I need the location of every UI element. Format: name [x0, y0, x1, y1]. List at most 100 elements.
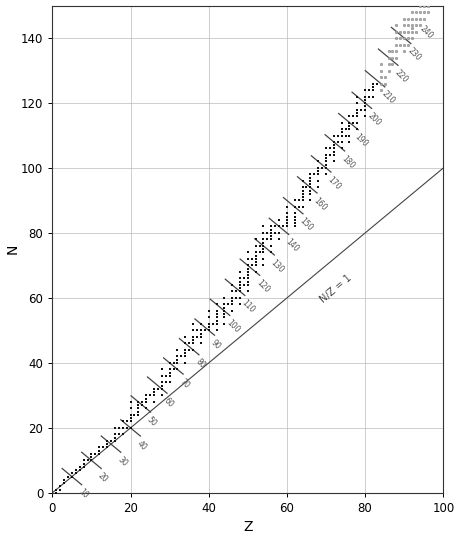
Point — [330, 147, 337, 156]
Point — [325, 144, 333, 153]
Point — [403, 14, 411, 23]
Point — [123, 417, 130, 426]
Point — [205, 313, 212, 322]
Point — [228, 297, 235, 306]
Point — [392, 33, 399, 42]
Text: 20: 20 — [96, 471, 109, 484]
Point — [252, 258, 259, 267]
Point — [127, 410, 134, 419]
Point — [99, 443, 106, 451]
Point — [369, 92, 376, 101]
Point — [236, 268, 243, 276]
Point — [271, 228, 278, 237]
Point — [88, 456, 95, 465]
Text: 150: 150 — [297, 217, 314, 233]
Point — [361, 99, 368, 107]
Point — [60, 479, 67, 488]
Point — [411, 21, 419, 29]
Point — [364, 86, 372, 94]
Point — [127, 414, 134, 422]
Text: 70: 70 — [178, 377, 191, 390]
Point — [318, 164, 325, 172]
Point — [291, 212, 298, 221]
Point — [291, 215, 298, 224]
Point — [259, 228, 267, 237]
Point — [68, 469, 75, 478]
Point — [213, 300, 220, 309]
Point — [166, 378, 173, 387]
Point — [158, 384, 165, 393]
Point — [119, 430, 126, 438]
Point — [259, 255, 267, 264]
Point — [232, 287, 239, 296]
Point — [345, 118, 353, 127]
Point — [259, 245, 267, 253]
Point — [419, 8, 426, 16]
Point — [353, 109, 360, 117]
Point — [306, 180, 313, 188]
Point — [415, 8, 423, 16]
Point — [341, 125, 348, 133]
Point — [150, 391, 157, 400]
Point — [330, 144, 337, 153]
Point — [72, 466, 79, 475]
Point — [244, 287, 251, 296]
Point — [220, 303, 228, 312]
Point — [197, 326, 204, 335]
Text: 80: 80 — [193, 357, 207, 370]
Point — [154, 384, 161, 393]
Point — [423, 1, 431, 10]
Point — [236, 287, 243, 296]
Point — [353, 112, 360, 120]
Point — [189, 326, 196, 335]
Point — [275, 235, 282, 244]
Point — [419, 1, 426, 10]
Point — [134, 404, 142, 413]
Point — [298, 177, 306, 185]
Point — [181, 333, 189, 341]
Point — [322, 157, 329, 166]
Point — [185, 346, 192, 354]
Point — [259, 241, 267, 250]
Point — [423, 0, 431, 3]
Point — [384, 53, 392, 62]
Point — [181, 352, 189, 361]
Point — [60, 476, 67, 484]
Point — [314, 183, 321, 192]
Point — [255, 241, 263, 250]
Point — [252, 252, 259, 260]
X-axis label: Z: Z — [242, 521, 252, 535]
Point — [408, 24, 415, 32]
Point — [197, 320, 204, 328]
Text: 10: 10 — [76, 487, 90, 501]
Point — [177, 352, 185, 361]
Point — [298, 186, 306, 195]
Point — [134, 401, 142, 409]
Point — [267, 232, 274, 240]
Point — [294, 202, 302, 211]
Point — [364, 92, 372, 101]
Point — [403, 33, 411, 42]
Point — [134, 407, 142, 416]
Point — [158, 365, 165, 374]
Point — [415, 1, 423, 10]
Point — [205, 307, 212, 315]
Point — [400, 40, 407, 49]
Point — [283, 202, 290, 211]
Point — [138, 397, 146, 406]
Point — [213, 313, 220, 322]
Point — [88, 450, 95, 458]
Point — [111, 430, 118, 438]
Point — [220, 320, 228, 328]
Point — [213, 326, 220, 335]
Point — [228, 307, 235, 315]
Point — [52, 489, 60, 497]
Point — [252, 268, 259, 276]
Point — [408, 21, 415, 29]
Point — [213, 316, 220, 325]
Point — [181, 346, 189, 354]
Point — [123, 423, 130, 432]
Point — [333, 131, 341, 140]
Point — [337, 138, 345, 146]
Point — [193, 333, 200, 341]
